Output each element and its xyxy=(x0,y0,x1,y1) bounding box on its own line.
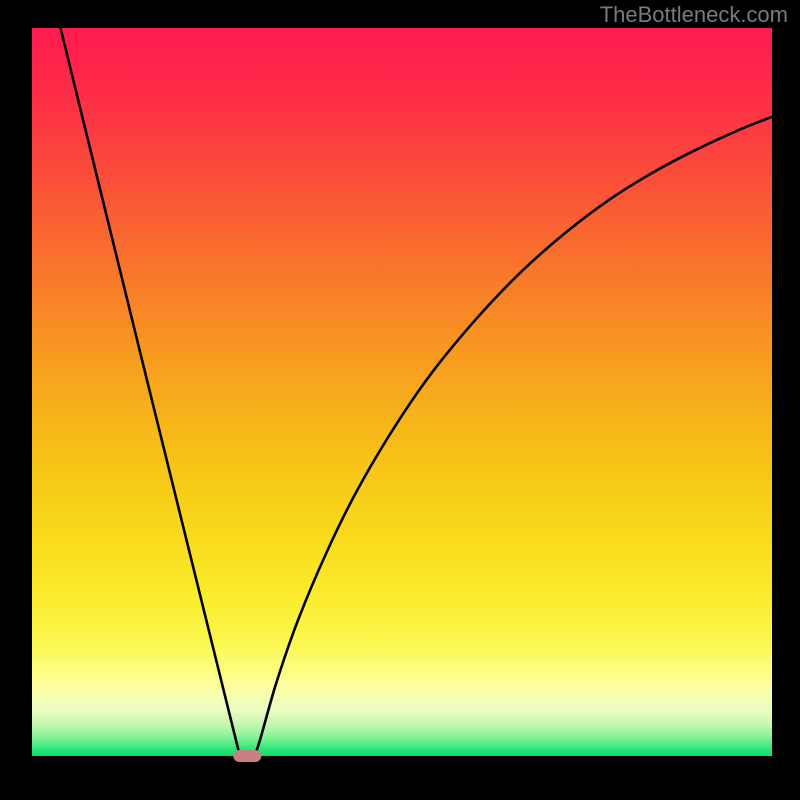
bottleneck-chart xyxy=(0,0,800,800)
chart-minimum-marker xyxy=(233,750,261,762)
chart-plot-background xyxy=(32,28,772,756)
watermark-text: TheBottleneck.com xyxy=(600,2,788,28)
